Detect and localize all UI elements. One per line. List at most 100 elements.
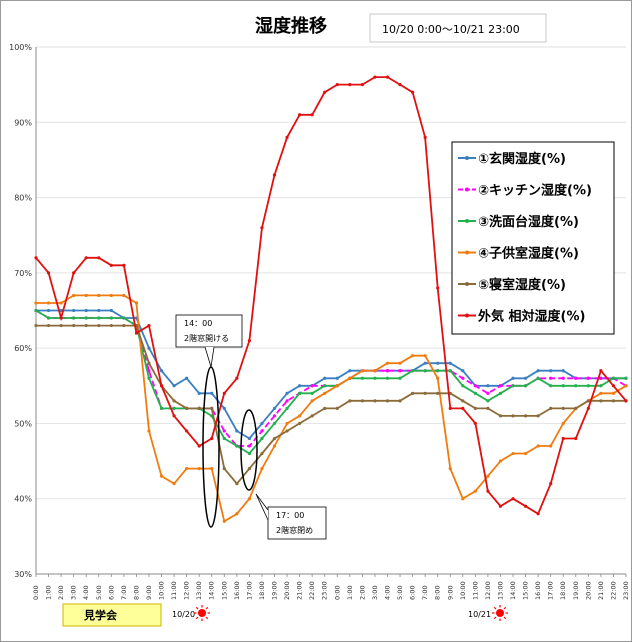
series-layer xyxy=(34,75,628,523)
series-point xyxy=(46,316,51,320)
series-point xyxy=(260,226,264,230)
series-point xyxy=(549,482,553,486)
y-tick-label: 30% xyxy=(14,570,32,579)
series-point xyxy=(109,316,113,320)
series-point xyxy=(561,384,565,388)
series-point xyxy=(448,406,452,410)
series-point xyxy=(197,444,201,448)
y-tick-label: 50% xyxy=(14,419,32,428)
series-point xyxy=(498,459,503,463)
series-point xyxy=(272,421,277,426)
series-point xyxy=(398,83,402,87)
series-point xyxy=(385,369,390,373)
sun-icon-day2 xyxy=(492,605,508,621)
series-line xyxy=(36,294,627,523)
series-point xyxy=(97,256,101,260)
series-point xyxy=(498,504,503,508)
series-point xyxy=(611,384,616,388)
legend-marker xyxy=(465,313,469,318)
x-tick-label: 16:00 xyxy=(534,581,542,600)
series-point xyxy=(348,376,352,380)
series-point xyxy=(159,384,164,388)
series-point xyxy=(235,444,239,448)
series-point xyxy=(423,361,427,365)
series-point xyxy=(536,512,540,516)
series-point xyxy=(72,308,76,313)
series-point xyxy=(373,399,377,403)
x-tick-label: 14:00 xyxy=(208,581,216,600)
legend-label: ②キッチン湿度(%) xyxy=(478,183,592,199)
x-tick-label: 22:00 xyxy=(609,581,617,600)
open-window-ellipse xyxy=(202,366,220,528)
x-tick-label: 4:00 xyxy=(82,585,90,600)
series-point xyxy=(486,489,490,493)
x-tick-label: 0:00 xyxy=(333,585,341,600)
series-point xyxy=(473,384,477,388)
y-tick-label: 60% xyxy=(14,344,32,353)
series-point xyxy=(360,369,364,373)
series-point xyxy=(310,391,314,395)
series-point xyxy=(72,316,76,320)
series-point xyxy=(448,369,452,373)
series-point xyxy=(523,376,528,380)
series-point xyxy=(574,384,578,388)
series-point xyxy=(84,256,88,260)
series-point xyxy=(109,323,113,328)
series-point xyxy=(549,376,553,380)
series-point xyxy=(59,323,63,328)
series-point xyxy=(561,376,565,380)
series-point xyxy=(222,519,226,523)
series-point xyxy=(272,444,277,448)
legend-marker xyxy=(465,282,469,286)
series-point xyxy=(323,406,327,410)
series-point xyxy=(235,376,239,380)
series-point xyxy=(323,90,327,94)
series-point xyxy=(310,113,314,117)
series-point xyxy=(410,369,415,373)
close-window-ellipse xyxy=(240,409,258,491)
series-point xyxy=(360,83,364,87)
series-point xyxy=(310,414,314,418)
x-tick-label: 21:00 xyxy=(296,581,304,600)
legend-label: ⑤寝室湿度(%) xyxy=(478,277,566,293)
series-point xyxy=(134,301,139,305)
series-point xyxy=(498,391,503,395)
series-point xyxy=(373,369,377,373)
series-point xyxy=(423,391,427,395)
series-point xyxy=(448,467,452,471)
series-point xyxy=(511,414,515,418)
y-tick-label: 100% xyxy=(9,43,32,52)
series-point xyxy=(97,316,101,320)
series-point xyxy=(59,301,63,305)
y-axis: 30% 40% 50% 60% 70% 80% 90% 100% xyxy=(9,43,37,579)
x-tick-label: 17:00 xyxy=(547,581,555,600)
callout-open-text: 2階窓開ける xyxy=(184,333,229,343)
x-tick-label: 8:00 xyxy=(132,585,140,600)
legend-entry: ③洗面台湿度(%) xyxy=(458,214,579,230)
legend-label: ③洗面台湿度(%) xyxy=(478,214,579,230)
series-point xyxy=(461,369,465,373)
series-point xyxy=(235,512,239,516)
series-point xyxy=(34,256,38,260)
series-point xyxy=(147,346,151,350)
series-point xyxy=(611,399,616,403)
series-point xyxy=(461,406,465,410)
series-point xyxy=(298,421,302,426)
legend-entry: ①玄関湿度(%) xyxy=(458,151,566,167)
x-tick-label: 11:00 xyxy=(471,581,479,600)
series-point xyxy=(147,429,151,433)
legend-marker xyxy=(465,219,469,223)
series-point xyxy=(172,399,176,403)
series-point xyxy=(172,406,176,410)
series-point xyxy=(473,489,477,493)
x-tick-label: 17:00 xyxy=(245,581,253,600)
legend-entry: ④子供室湿度(%) xyxy=(458,246,579,262)
series-point xyxy=(436,286,440,290)
x-tick-label: 18:00 xyxy=(258,581,266,600)
series-point xyxy=(109,293,113,298)
x-tick-label: 0:00 xyxy=(32,585,40,600)
series-point xyxy=(197,391,201,395)
series-point xyxy=(348,369,352,373)
series-point xyxy=(511,497,515,501)
series-point xyxy=(298,391,302,395)
